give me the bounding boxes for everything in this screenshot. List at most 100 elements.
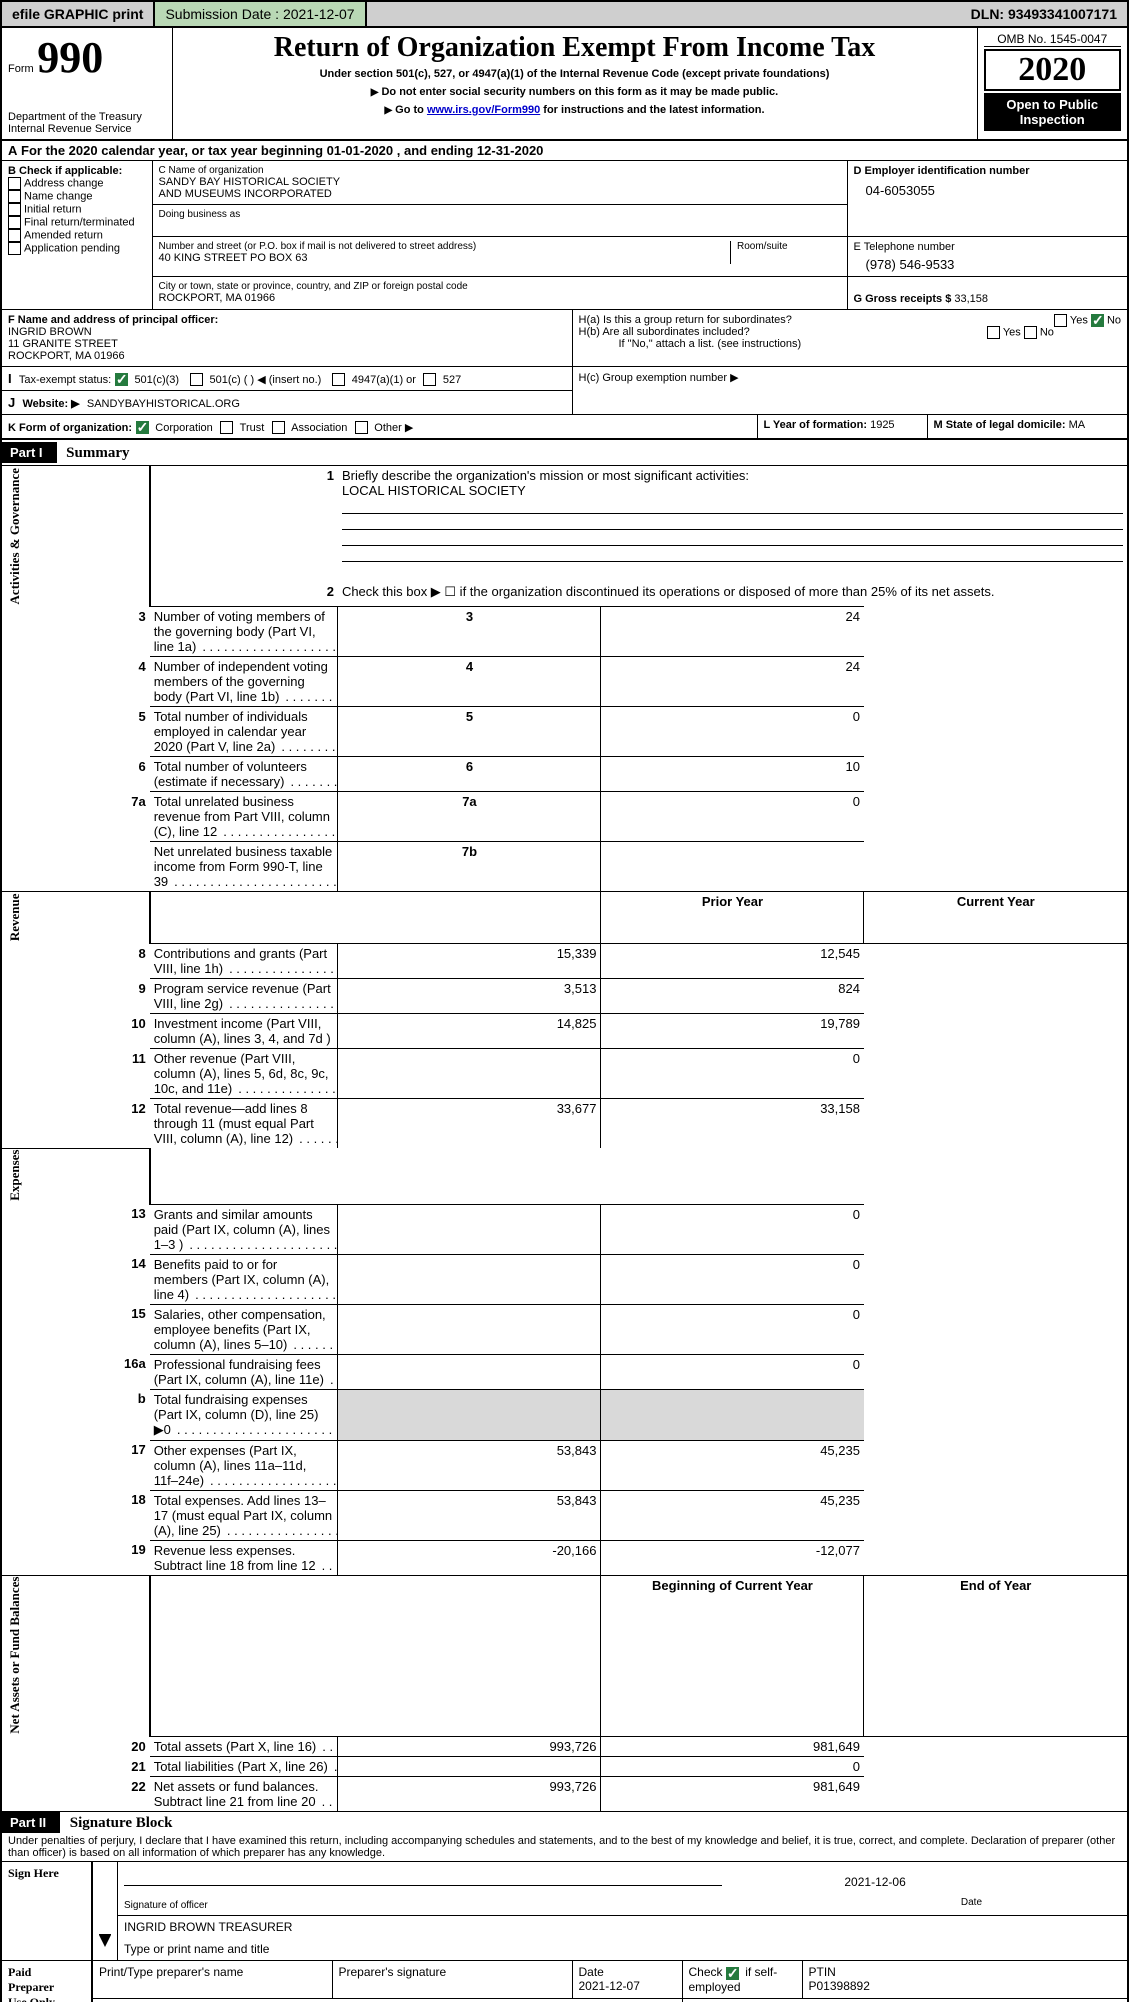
ha-yes-checkbox[interactable] <box>1054 314 1067 327</box>
subtitle-3: Go to www.irs.gov/Form990 for instructio… <box>179 104 971 116</box>
k-assoc-checkbox[interactable] <box>272 421 285 434</box>
paid-1: Paid <box>8 1965 85 1980</box>
prep-name-label: Print/Type preparer's name <box>92 1961 332 1998</box>
dln-value: 93493341007171 <box>1008 6 1117 22</box>
b-checkbox-5[interactable] <box>8 242 21 255</box>
part-i-tag: Part I <box>2 442 57 463</box>
line-17-num: 17 <box>2 1440 150 1490</box>
open2: Inspection <box>988 112 1118 127</box>
b-checkbox-1[interactable] <box>8 190 21 203</box>
line-6-box: 6 <box>338 757 601 792</box>
sign-here-label: Sign Here <box>2 1862 92 1961</box>
line-8-num: 8 <box>2 944 150 979</box>
b-item-3: Final return/terminated <box>24 216 135 228</box>
sig-name-label: Type or print name and title <box>118 1938 1128 1961</box>
sig-date-label: Date <box>822 1897 1121 1908</box>
f-label: F Name and address of principal officer: <box>8 314 566 326</box>
line-11-num: 11 <box>2 1049 150 1099</box>
l-year: L Year of formation: 1925 <box>757 415 927 439</box>
top-bar: efile GRAPHIC print Submission Date : 20… <box>0 0 1129 28</box>
i-4947-checkbox[interactable] <box>332 373 345 386</box>
line-22-curr: 981,649 <box>601 1777 864 1812</box>
b-checkbox-3[interactable] <box>8 216 21 229</box>
line-19-num: 19 <box>2 1540 150 1575</box>
b-checkbox-0[interactable] <box>8 177 21 190</box>
i-501c-checkbox[interactable] <box>190 373 203 386</box>
form-number: 990 <box>37 33 103 82</box>
line-19-text: Revenue less expenses. Subtract line 18 … <box>150 1540 338 1575</box>
line-15-prior <box>338 1304 601 1354</box>
line-18-num: 18 <box>2 1490 150 1540</box>
d-ein-label: D Employer identification number <box>854 165 1122 177</box>
line-5-val: 0 <box>601 707 864 757</box>
ha-no-checkbox[interactable] <box>1091 314 1104 327</box>
form-word: Form <box>8 63 34 75</box>
submission-date: Submission Date : 2021-12-07 <box>155 2 366 26</box>
line-14-text: Benefits paid to or for members (Part IX… <box>150 1254 338 1304</box>
line-13-text: Grants and similar amounts paid (Part IX… <box>150 1204 338 1254</box>
line-10-prior: 14,825 <box>338 1014 601 1049</box>
line-5-box: 5 <box>338 707 601 757</box>
subtitle-1: Under section 501(c), 527, or 4947(a)(1)… <box>179 68 971 80</box>
hb-yes-checkbox[interactable] <box>987 326 1000 339</box>
tax-year: 2020 <box>984 49 1122 91</box>
paid-2: Preparer <box>8 1980 85 1995</box>
k-opt-0: Corporation <box>155 422 212 434</box>
line-10-text: Investment income (Part VIII, column (A)… <box>150 1014 338 1049</box>
line-6-num: 6 <box>2 757 150 792</box>
part-ii-decl: Under penalties of perjury, I declare th… <box>2 1833 1127 1862</box>
line-4-val: 24 <box>601 657 864 707</box>
k-other-checkbox[interactable] <box>355 421 368 434</box>
line-4-num: 4 <box>2 657 150 707</box>
i-501c3-checkbox[interactable] <box>115 373 128 386</box>
b-checkbox-2[interactable] <box>8 203 21 216</box>
line-19-curr: -12,077 <box>601 1540 864 1575</box>
ptin-val: P01398892 <box>809 1979 870 1993</box>
line-7b-text: Net unrelated business taxable income fr… <box>150 842 338 892</box>
line-12-curr: 33,158 <box>601 1099 864 1149</box>
line-22-num: 22 <box>2 1777 150 1812</box>
efile-print-button[interactable]: efile GRAPHIC print <box>2 2 155 26</box>
line-16a-curr: 0 <box>601 1354 864 1389</box>
org-name-1: SANDY BAY HISTORICAL SOCIETY <box>159 176 841 188</box>
l1-text: LOCAL HISTORICAL SOCIETY <box>342 483 526 498</box>
k-trust-checkbox[interactable] <box>220 421 233 434</box>
hb-yes-label: Yes <box>1003 326 1021 338</box>
street-label: Number and street (or P.O. box if mail i… <box>159 241 731 252</box>
instructions-link[interactable]: www.irs.gov/Form990 <box>427 104 540 116</box>
line-20-curr: 981,649 <box>601 1737 864 1757</box>
line-b-num: b <box>2 1389 150 1440</box>
line-19-prior: -20,166 <box>338 1540 601 1575</box>
vlabel-ag: Activities & Governance <box>2 466 150 606</box>
form-container: Form 990 Department of the Treasury Inte… <box>0 28 1129 2002</box>
b-checkbox-4[interactable] <box>8 229 21 242</box>
d-ein-value: 04-6053055 <box>854 177 1122 198</box>
line-14-num: 14 <box>2 1254 150 1304</box>
line-8-text: Contributions and grants (Part VIII, lin… <box>150 944 338 979</box>
f-addr2: ROCKPORT, MA 01966 <box>8 350 566 362</box>
line-9-text: Program service revenue (Part VIII, line… <box>150 979 338 1014</box>
sub3-pre: Go to <box>395 104 427 116</box>
line-7a-box: 7a <box>338 792 601 842</box>
hb-no-checkbox[interactable] <box>1024 326 1037 339</box>
prep-sig-label: Preparer's signature <box>332 1961 572 1998</box>
c-name-label: C Name of organization <box>159 165 841 176</box>
h-b: H(b) Are all subordinates included? Yes … <box>579 326 1122 338</box>
hb-no-label: No <box>1040 326 1054 338</box>
line-a: A For the 2020 calendar year, or tax yea… <box>2 141 1127 161</box>
j-value: SANDYBAYHISTORICAL.ORG <box>87 398 240 410</box>
k-corp-checkbox[interactable] <box>136 421 149 434</box>
m-state: M State of legal domicile: MA <box>927 415 1127 439</box>
line-16a-prior <box>338 1354 601 1389</box>
line-16a-num: 16a <box>2 1354 150 1389</box>
self-employed-checkbox[interactable] <box>726 1967 739 1980</box>
hdr-end: End of Year <box>864 1575 1127 1737</box>
i-527-checkbox[interactable] <box>423 373 436 386</box>
dept-treasury: Department of the Treasury <box>8 111 166 123</box>
line-22-prior: 993,726 <box>338 1777 601 1812</box>
line-15-curr: 0 <box>601 1304 864 1354</box>
b-item-4: Amended return <box>24 229 103 241</box>
m-value: MA <box>1069 419 1086 431</box>
sig-label: Signature of officer <box>124 1900 208 1911</box>
j-label: Website: ▶ <box>22 398 79 410</box>
